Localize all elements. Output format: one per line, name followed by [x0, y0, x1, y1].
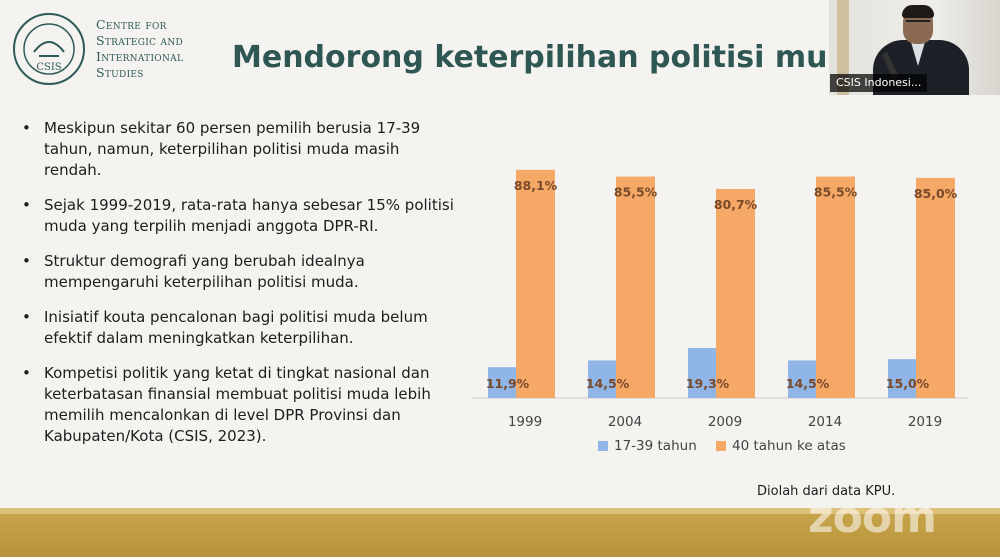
legend-swatch-young — [598, 441, 608, 451]
bullet-list: • Meskipun sekitar 60 persen pemilih beru… — [20, 118, 460, 461]
bullet-text: Inisiatif kouta pencalonan bagi politisi… — [44, 308, 428, 347]
participant-name-label: CSIS Indonesi... — [830, 74, 928, 92]
bullet-item: • Sejak 1999-2019, rata-rata hanya sebesa… — [20, 195, 460, 237]
x-tick-label-2019: 2019 — [908, 414, 942, 430]
bullet-item: • Struktur demografi yang berubah idealny… — [20, 251, 460, 293]
bullet-text: Struktur demografi yang berubah idealnya… — [44, 252, 365, 291]
data-label-older-2019: 85,0% — [914, 186, 958, 201]
bar-older-2009 — [716, 188, 755, 398]
participant-video-tile[interactable]: CSIS Indonesi... — [829, 0, 1000, 95]
source-note: Diolah dari data KPU. — [757, 484, 896, 499]
data-label-older-2004: 85,5% — [614, 185, 658, 200]
video-background-pole — [837, 0, 849, 95]
slide-title: Mendorong keterpilihan politisi muda — [232, 40, 870, 75]
data-label-older-1999: 88,1% — [514, 178, 558, 193]
bullet-dot: • — [22, 308, 31, 326]
legend-swatch-older — [716, 441, 726, 451]
logo-line-2: Strategic and — [96, 33, 184, 48]
bullet-text: Kompetisi politik yang ketat di tingkat … — [44, 364, 431, 445]
x-tick-label-2009: 2009 — [708, 414, 742, 430]
bullet-dot: • — [22, 252, 31, 270]
x-tick-label-1999: 1999 — [508, 414, 542, 430]
legend-label-young: 17-39 tahun — [614, 438, 697, 454]
csis-logo-text: Centre for Strategic and International S… — [96, 17, 183, 81]
csis-logo-seal: CSIS — [13, 13, 85, 85]
bullet-dot: • — [22, 364, 31, 382]
logo-line-1: Centre for — [96, 17, 167, 32]
bullet-text: Sejak 1999-2019, rata-rata hanya sebesar… — [44, 196, 454, 235]
data-label-young-2009: 19,3% — [686, 376, 730, 391]
bullet-item: • Inisiatif kouta pencalonan bagi politis… — [20, 307, 460, 349]
bullet-dot: • — [22, 196, 31, 214]
x-tick-label-2014: 2014 — [808, 414, 842, 430]
bar-older-2019 — [916, 177, 955, 398]
speaker-glasses — [906, 20, 930, 28]
bar-older-1999 — [516, 169, 555, 398]
data-label-older-2014: 85,5% — [814, 185, 858, 200]
bottom-band — [0, 508, 1000, 557]
speaker-hair — [902, 5, 934, 18]
bar-older-2014 — [816, 176, 855, 398]
bottom-band-stripe — [0, 508, 1000, 514]
bar-chart: 11,9% 88,1% 1999 14,5% 85,5% 2004 19,3% 80,7% 20… — [472, 169, 968, 454]
x-tick-label-2004: 2004 — [608, 414, 642, 430]
bullet-item: • Kompetisi politik yang ketat di tingkat… — [20, 363, 460, 447]
logo-line-4: Studies — [96, 65, 144, 80]
logo-seal-text: CSIS — [36, 62, 61, 73]
bar-older-2004 — [616, 176, 655, 398]
logo-line-3: International — [96, 49, 184, 64]
legend-label-older: 40 tahun ke atas — [732, 438, 846, 454]
bullet-dot: • — [22, 119, 31, 137]
data-label-older-2009: 80,7% — [714, 197, 758, 212]
bullet-text: Meskipun sekitar 60 persen pemilih berus… — [44, 119, 421, 179]
data-label-young-2019: 15,0% — [886, 376, 930, 391]
data-label-young-2004: 14,5% — [586, 376, 630, 391]
data-label-young-2014: 14,5% — [786, 376, 830, 391]
data-label-young-1999: 11,9% — [486, 376, 530, 391]
zoom-watermark: zoom — [808, 492, 937, 543]
bullet-item: • Meskipun sekitar 60 persen pemilih beru… — [20, 118, 460, 181]
